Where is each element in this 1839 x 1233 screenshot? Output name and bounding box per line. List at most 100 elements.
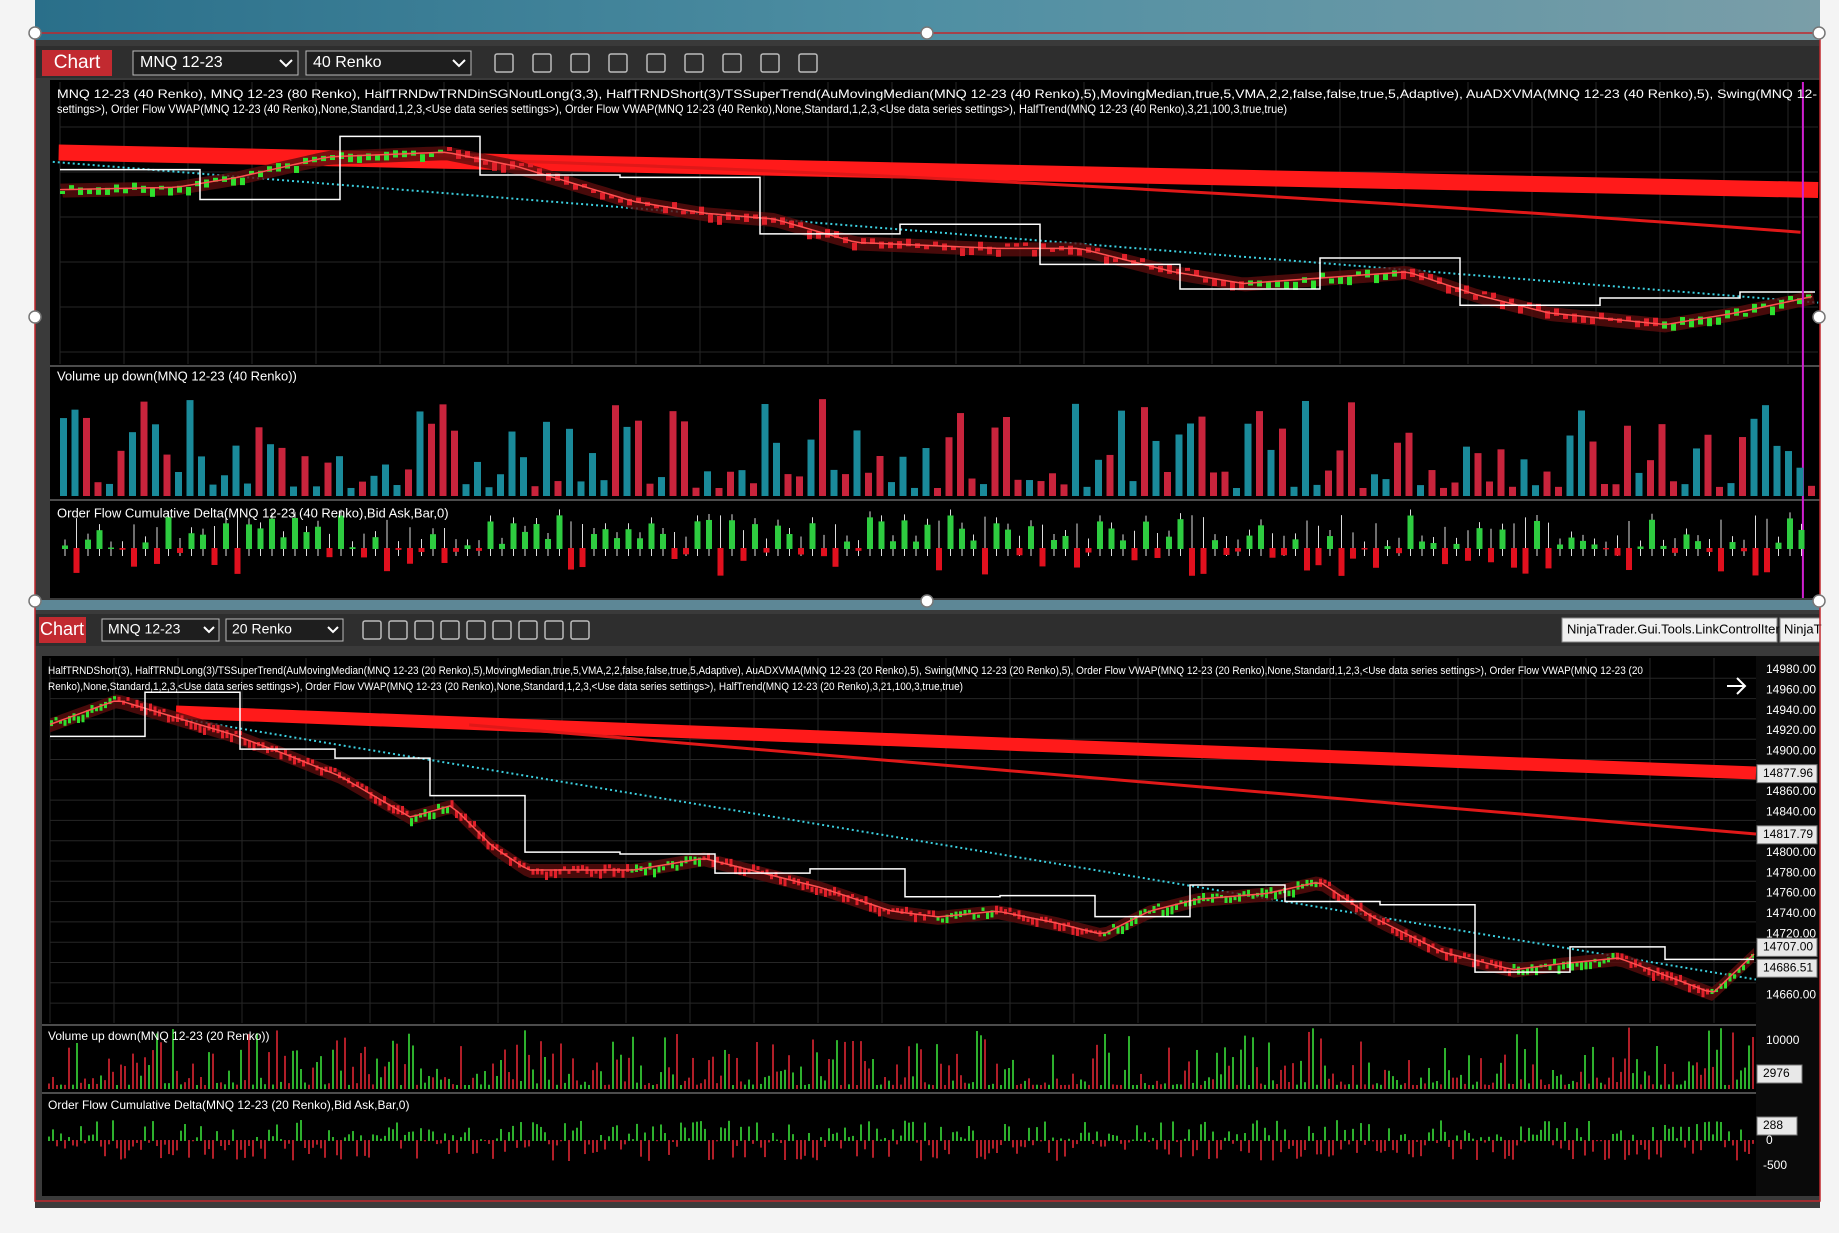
renko-bar (549, 870, 553, 877)
handle[interactable] (1812, 594, 1826, 608)
toolbar-button[interactable] (570, 53, 590, 73)
renko-bar (662, 866, 665, 871)
delta-bar (452, 1135, 454, 1141)
renko-bar (243, 738, 247, 746)
toolbar-button[interactable] (362, 620, 382, 640)
volume-bar (272, 1084, 274, 1089)
delta-bar (96, 530, 103, 549)
instrument-select[interactable] (132, 50, 299, 76)
toolbar-button[interactable] (646, 53, 666, 73)
volume-bar (1116, 1084, 1118, 1089)
handle[interactable] (28, 310, 42, 324)
delta-bar (832, 1133, 834, 1141)
handle[interactable] (28, 26, 42, 40)
delta-bar (1008, 1126, 1010, 1141)
renko-bar (1368, 913, 1372, 922)
scroll-arrow[interactable] (1727, 677, 1747, 695)
volume-bar (1796, 467, 1804, 496)
volume-bar (1504, 1054, 1506, 1089)
renko-bar (932, 910, 935, 916)
renko-bar (1269, 887, 1273, 894)
toolbar-button[interactable] (494, 53, 514, 73)
toolbar-button[interactable] (760, 53, 780, 73)
volume-bar (372, 1084, 374, 1089)
delta-bar (1108, 1133, 1110, 1141)
toolbar-button[interactable] (440, 620, 460, 640)
volume-bar (968, 1083, 970, 1089)
toolbar-button[interactable] (798, 53, 818, 73)
volume-bar (1120, 1084, 1122, 1089)
chart-tab[interactable] (42, 50, 112, 76)
renko-bar (690, 210, 695, 215)
toolbar-button[interactable] (722, 53, 742, 73)
delta-bar (512, 1125, 514, 1141)
delta-bar (361, 548, 367, 558)
toolbar-button[interactable] (684, 53, 704, 73)
period-select[interactable] (305, 50, 472, 76)
delta-bar (1512, 1140, 1514, 1160)
delta-bar (533, 524, 540, 549)
renko-bar (1509, 298, 1514, 303)
delta-bar (660, 533, 666, 549)
delta-bar (160, 1140, 162, 1159)
volume-bar (1543, 471, 1551, 496)
delta-bar (724, 1128, 726, 1141)
renko-bar (870, 238, 875, 245)
volume-bar (888, 482, 895, 496)
handle[interactable] (920, 594, 934, 608)
volume-bar (244, 483, 251, 496)
toolbar-button[interactable] (570, 620, 590, 640)
delta-bar (440, 1140, 442, 1144)
toolbar-button[interactable] (492, 620, 512, 640)
toolbar-button[interactable] (466, 620, 486, 640)
volume-bar (1727, 483, 1735, 496)
renko-bar (630, 868, 634, 873)
toolbar-button[interactable] (532, 53, 552, 73)
delta-bar (656, 1140, 658, 1142)
chart-tab[interactable] (39, 617, 86, 643)
period-select[interactable] (225, 618, 344, 642)
renko-bar (573, 184, 578, 190)
renko-bar (801, 883, 805, 891)
link-control[interactable] (1561, 617, 1778, 643)
volume-bar (912, 1076, 914, 1089)
toolbar-button[interactable] (414, 620, 434, 640)
volume-bar (1556, 1075, 1558, 1089)
renko-bar (1161, 909, 1165, 917)
link-control[interactable] (1779, 617, 1821, 643)
handle[interactable] (1812, 310, 1826, 324)
renko-bar (1440, 947, 1444, 953)
handle[interactable] (920, 26, 934, 40)
handle[interactable] (28, 594, 42, 608)
delta-bar (936, 548, 942, 571)
delta-bar (192, 1140, 194, 1142)
volume-bar (1748, 1045, 1750, 1089)
volume-bar (872, 1059, 874, 1089)
renko-bar (1481, 959, 1484, 963)
renko-bar (1485, 964, 1489, 969)
volume-bar (868, 1068, 870, 1089)
toolbar-button[interactable] (544, 620, 564, 640)
renko-bar (1761, 303, 1766, 308)
delta-bar (568, 1140, 570, 1161)
renko-bar (1143, 908, 1147, 913)
instrument-select[interactable] (101, 618, 220, 642)
delta-bar (1452, 1140, 1454, 1160)
volume-bar (198, 456, 205, 496)
handle[interactable] (1812, 26, 1826, 40)
toolbar-button[interactable] (518, 620, 538, 640)
delta-bar (712, 1140, 714, 1160)
renko-bar (1719, 983, 1723, 989)
panel-label: Order Flow Cumulative Delta(MNQ 12-23 (4… (57, 505, 449, 520)
renko-bar (609, 195, 614, 199)
delta-bar (1520, 1126, 1522, 1141)
delta-bar (947, 515, 954, 549)
renko-bar (968, 909, 971, 913)
toolbar-button[interactable] (608, 53, 628, 73)
delta-bar (1246, 535, 1253, 549)
volume-bar (980, 1035, 982, 1089)
renko-bar (999, 906, 1003, 912)
delta-bar (1176, 1140, 1178, 1143)
delta-bar (1348, 1140, 1350, 1145)
toolbar-button[interactable] (388, 620, 408, 640)
